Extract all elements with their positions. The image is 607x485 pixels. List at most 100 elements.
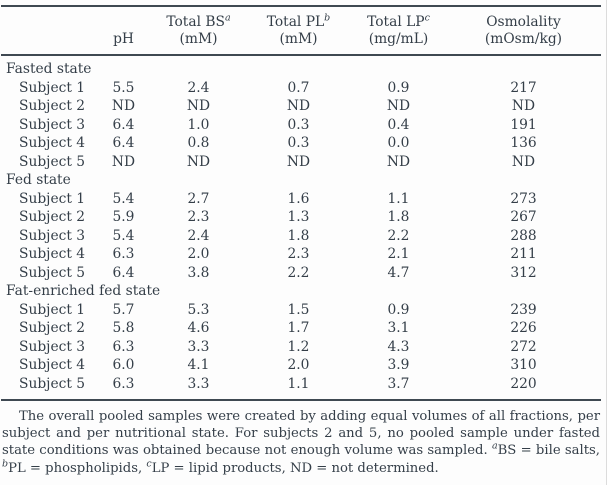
- cell-value: ND: [386, 98, 411, 114]
- table-body: Fasted state Subject 1 5.5 2.4 0.7 0.9 217 Subj…: [1, 55, 601, 400]
- cell-value: 6.3: [112, 375, 135, 392]
- row-label: Subject 5: [19, 375, 86, 392]
- cell-value: 2.2: [287, 264, 310, 281]
- footnote-def-bs: BS = bile salts,: [497, 443, 601, 459]
- cell-value: 288: [510, 227, 537, 244]
- table-footnote: The overall pooled samples were created …: [2, 408, 600, 477]
- col-header-empty: [1, 6, 96, 56]
- section-row: Fasted state: [1, 55, 601, 79]
- cell-value: 226: [510, 320, 537, 336]
- col-header-osmolality: Osmolality (mOsm/kg): [446, 6, 601, 56]
- section-title: Fasted state: [6, 61, 92, 77]
- cell-value: ND: [111, 153, 136, 170]
- cell-value: 0.4: [387, 116, 410, 133]
- row-label: Subject 1: [19, 190, 86, 207]
- col-header-label: Total BS: [166, 14, 225, 30]
- footnote-marker-b: b: [324, 12, 331, 24]
- table-row: Subject 2 ND ND ND ND ND: [1, 97, 601, 116]
- cell-value: 5.4: [112, 190, 135, 207]
- cell-value: 3.7: [387, 375, 410, 392]
- cell-value: ND: [386, 153, 411, 170]
- cell-value: 6.0: [112, 357, 135, 373]
- col-header-label: Total PL: [266, 14, 325, 30]
- cell-value: 310: [510, 357, 537, 373]
- cell-value: 4.7: [387, 264, 410, 281]
- cell-value: 191: [510, 116, 537, 133]
- table-row: Subject 2 5.9 2.3 1.3 1.8 267: [1, 208, 601, 227]
- table-row: Subject 2 5.8 4.6 1.7 3.1 226: [1, 319, 601, 338]
- cell-value: 5.5: [112, 79, 135, 96]
- cell-value: 5.8: [112, 320, 135, 336]
- cell-value: 0.3: [287, 135, 310, 151]
- row-label: Subject 4: [19, 357, 86, 373]
- cell-value: 0.8: [187, 135, 210, 151]
- cell-value: 5.3: [187, 301, 210, 318]
- cell-value: ND: [186, 153, 211, 170]
- col-header-total-lp: Total LPc (mg/mL): [351, 6, 446, 56]
- cell-value: 136: [510, 135, 537, 151]
- table-row: Subject 3 5.4 2.4 1.8 2.2 288: [1, 227, 601, 246]
- section-title: Fat-enriched fed state: [6, 283, 161, 299]
- table-row: Subject 3 6.4 1.0 0.3 0.4 191: [1, 116, 601, 135]
- cell-value: 4.6: [187, 320, 210, 336]
- cell-value: 0.0: [387, 135, 410, 151]
- table-row: Subject 5 6.3 3.3 1.1 3.7 220: [1, 375, 601, 401]
- cell-value: 217: [510, 79, 537, 96]
- cell-value: 4.3: [387, 338, 410, 355]
- cell-value: ND: [111, 98, 136, 114]
- table-header: pH Total BSa (mM) Total PLb (mM) Total L…: [1, 6, 601, 56]
- cell-value: 273: [510, 190, 537, 207]
- cell-value: ND: [186, 98, 211, 114]
- cell-value: 2.0: [287, 357, 310, 373]
- footnote-body-text: The overall pooled samples were created …: [2, 409, 600, 459]
- section-title: Fed state: [6, 172, 71, 188]
- cell-value: 1.8: [287, 227, 310, 244]
- cell-value: 1.8: [387, 209, 410, 225]
- cell-value: 2.0: [187, 246, 210, 262]
- cell-value: 6.4: [112, 264, 135, 281]
- section-row: Fed state: [1, 171, 601, 190]
- cell-value: 3.9: [387, 357, 410, 373]
- cell-value: 0.9: [387, 79, 410, 96]
- cell-value: ND: [511, 153, 536, 170]
- table-row: Subject 1 5.4 2.7 1.6 1.1 273: [1, 190, 601, 209]
- footnote-marker-c: c: [146, 458, 152, 470]
- footnote-marker-a: a: [491, 441, 498, 453]
- row-label: Subject 5: [19, 153, 86, 170]
- row-label: Subject 3: [19, 227, 86, 244]
- col-header-total-bs: Total BSa (mM): [151, 6, 246, 56]
- col-header-ph: pH: [96, 6, 151, 56]
- cell-value: 1.3: [287, 209, 310, 225]
- cell-value: 1.1: [287, 375, 310, 392]
- cell-value: 1.2: [287, 338, 310, 355]
- table-row: Subject 5 ND ND ND ND ND: [1, 153, 601, 172]
- cell-value: ND: [511, 98, 536, 114]
- cell-value: 1.5: [287, 301, 310, 318]
- row-label: Subject 4: [19, 246, 86, 262]
- col-header-unit: (mM): [279, 31, 318, 47]
- cell-value: 1.0: [187, 116, 210, 133]
- cell-value: 0.9: [387, 301, 410, 318]
- row-label: Subject 4: [19, 135, 86, 151]
- footnote-marker-b: b: [2, 458, 9, 470]
- cell-value: ND: [286, 98, 311, 114]
- cell-value: 2.3: [287, 246, 310, 262]
- cell-value: 2.2: [387, 227, 410, 244]
- cell-value: 211: [510, 246, 537, 262]
- cell-value: 2.7: [187, 190, 210, 207]
- row-label: Subject 2: [19, 209, 86, 225]
- cell-value: 2.1: [387, 246, 410, 262]
- cell-value: 6.4: [112, 116, 135, 133]
- pooled-samples-table: pH Total BSa (mM) Total PLb (mM) Total L…: [1, 5, 601, 401]
- cell-value: ND: [286, 153, 311, 170]
- row-label: Subject 3: [19, 338, 86, 355]
- cell-value: 6.4: [112, 135, 135, 151]
- cell-value: 5.9: [112, 209, 135, 225]
- table-row: Subject 3 6.3 3.3 1.2 4.3 272: [1, 338, 601, 357]
- table-row: Subject 1 5.7 5.3 1.5 0.9 239: [1, 301, 601, 320]
- row-label: Subject 1: [19, 301, 86, 318]
- section-row: Fat-enriched fed state: [1, 282, 601, 301]
- cell-value: 1.7: [287, 320, 310, 336]
- col-header-label: Osmolality: [486, 14, 561, 30]
- cell-value: 267: [510, 209, 537, 225]
